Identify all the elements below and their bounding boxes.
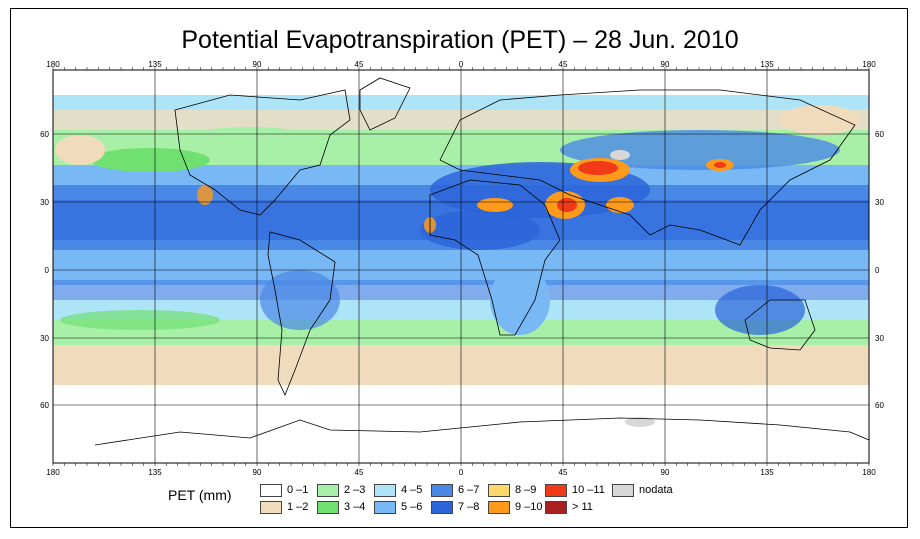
- hotspot-sahara: [477, 198, 513, 212]
- legend-label: 10 –11: [572, 484, 605, 496]
- antarctica-coast: [94, 417, 870, 446]
- lon-tick-label-top: 90: [661, 60, 670, 69]
- legend-swatch: [374, 501, 396, 514]
- legend-title: PET (mm): [168, 487, 232, 503]
- graticule: [53, 70, 869, 463]
- lon-tick-label-bottom: 135: [148, 468, 162, 477]
- lat-tick-label-right: 30: [875, 198, 884, 207]
- lon-tick-label-bottom: 45: [559, 468, 568, 477]
- lon-tick-label-bottom: 90: [661, 468, 670, 477]
- legend-label: 7 –8: [458, 501, 480, 513]
- australia-coast: [744, 299, 816, 351]
- legend-swatch: [431, 484, 453, 497]
- figure-frame: [10, 8, 908, 528]
- legend-label: 9 –10: [515, 501, 543, 513]
- lon-tick-label-top: 90: [253, 60, 262, 69]
- lon-tick-label-top: 45: [559, 60, 568, 69]
- legend-swatch: [545, 501, 567, 514]
- lat-tick-label-right: 60: [875, 130, 884, 139]
- lat-tick-label-right: 60: [875, 401, 884, 410]
- legend-swatch: [488, 501, 510, 514]
- africa-coast: [429, 179, 561, 336]
- legend-swatch: [431, 501, 453, 514]
- eurasia-coast: [439, 89, 856, 246]
- lon-tick-label-bottom: 135: [760, 468, 774, 477]
- legend-swatch: [545, 484, 567, 497]
- lat-tick-label-left: 60: [40, 401, 49, 410]
- lat-tick-label-left: 30: [40, 198, 49, 207]
- greenland-coast: [359, 77, 411, 131]
- legend-swatch: [317, 501, 339, 514]
- legend-swatch: [317, 484, 339, 497]
- legend-label: 5 –6: [401, 501, 423, 513]
- lon-tick-label-bottom: 90: [253, 468, 262, 477]
- legend-label: 8 –9: [515, 484, 537, 496]
- lon-tick-label-top: 45: [355, 60, 364, 69]
- lat-tick-label-left: 0: [45, 266, 50, 275]
- lon-tick-label-bottom: 180: [46, 468, 60, 477]
- legend-swatch: [260, 484, 282, 497]
- legend-swatch: [612, 484, 634, 497]
- axis-ticks: 180 180 135 135 90 90 45 45 0 0 45 45 90 90 135 135 180 1…: [40, 60, 884, 477]
- lon-tick-label-top: 135: [760, 60, 774, 69]
- lon-tick-label-top: 180: [46, 60, 60, 69]
- legend-swatch: [374, 484, 396, 497]
- lon-tick-label-top: 180: [862, 60, 876, 69]
- lat-tick-label-left: 60: [40, 130, 49, 139]
- lon-tick-label-bottom: 0: [459, 468, 464, 477]
- map-title: Potential Evapotranspiration (PET) – 28 …: [181, 26, 739, 54]
- legend-label: 6 –7: [458, 484, 480, 496]
- lat-tick-label-right: 30: [875, 334, 884, 343]
- legend-label: 4 –5: [401, 484, 423, 496]
- lon-tick-label-top: 135: [148, 60, 162, 69]
- lon-tick-label-bottom: 180: [862, 468, 876, 477]
- legend-swatch: [488, 484, 510, 497]
- lon-tick-label-top: 0: [459, 60, 464, 69]
- lat-tick-label-right: 0: [875, 266, 880, 275]
- legend-label: 0 –1: [287, 484, 309, 496]
- legend-label: nodata: [639, 484, 673, 496]
- south-america-coast: [267, 231, 336, 397]
- lon-tick-label-bottom: 45: [355, 468, 364, 477]
- coastlines: [94, 77, 870, 446]
- legend-label: 2 –3: [344, 484, 366, 496]
- legend-label: 1 –2: [287, 501, 309, 513]
- lat-tick-label-left: 30: [40, 334, 49, 343]
- legend-label: 3 –4: [344, 501, 366, 513]
- legend-label: > 11: [572, 501, 593, 513]
- north-america-coast: [174, 89, 351, 216]
- legend-swatch: [260, 501, 282, 514]
